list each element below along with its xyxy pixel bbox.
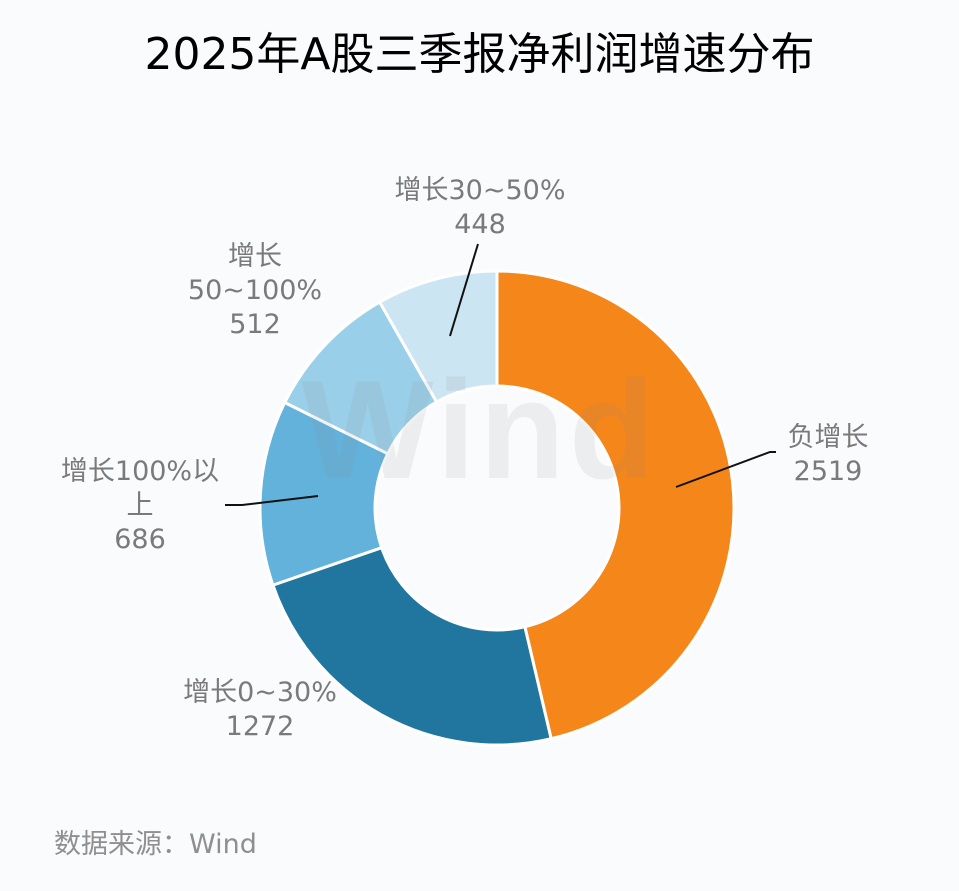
donut-slice-1: [270, 545, 553, 747]
label-0-30: 增长0~30% 1272: [160, 676, 360, 744]
label-50-100-value: 512: [229, 309, 281, 340]
donut-slices: [258, 269, 736, 747]
label-100-plus-name: 增长100%以: [60, 456, 220, 487]
label-50-100-name-cont: 50~100%: [187, 275, 323, 306]
chart-title: 2025年A股三季报净利润增速分布: [144, 29, 815, 80]
leader-lines: [225, 243, 776, 506]
label-0-30-name: 增长0~30%: [183, 677, 337, 708]
donut-slice-4: [377, 269, 499, 405]
label-negative: 负增长 2519: [778, 421, 878, 489]
label-50-100-name: 增长: [228, 241, 282, 272]
leader-line-30-50: [449, 243, 479, 337]
label-30-50: 增长30~50% 448: [380, 174, 580, 242]
leader-line-negative: [675, 451, 776, 488]
label-30-50-value: 448: [454, 209, 506, 240]
label-0-30-value: 1272: [225, 711, 295, 742]
label-100-plus-value: 686: [114, 524, 166, 555]
label-100-plus: 增长100%以 上 686: [40, 455, 240, 557]
label-100-plus-name-cont: 上: [126, 490, 154, 521]
donut-slice-0: [495, 269, 736, 741]
watermark: Wind: [302, 351, 659, 508]
label-negative-name: 负增长: [787, 422, 869, 453]
label-50-100: 增长 50~100% 512: [180, 240, 330, 342]
leader-line-100-plus: [225, 495, 319, 506]
data-source: 数据来源：Wind: [54, 829, 257, 860]
label-30-50-name: 增长30~50%: [394, 175, 566, 206]
label-negative-value: 2519: [793, 456, 863, 487]
